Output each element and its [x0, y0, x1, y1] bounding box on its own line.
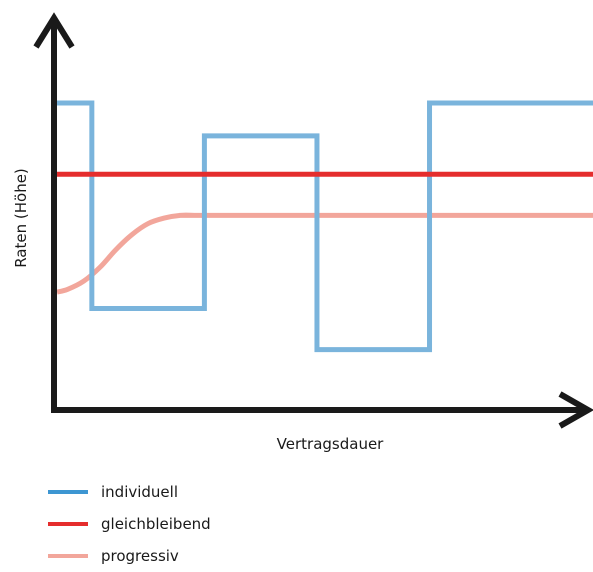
x-axis-label: Vertragsdauer [277, 435, 385, 453]
series-layer [56, 100, 593, 353]
x-axis-arrowhead [558, 391, 593, 429]
legend-label-gleichbleibend: gleichbleibend [101, 515, 211, 533]
y-axis-arrowhead [33, 12, 75, 49]
legend-swatch-individuell [48, 490, 88, 494]
legend-label-individuell: individuell [101, 483, 178, 501]
series-line-individuell [57, 100, 593, 353]
legend-item-individuell: individuell [48, 476, 211, 508]
legend-item-progressiv: progressiv [48, 540, 211, 572]
legend-swatch-progressiv [48, 554, 88, 558]
legend-item-gleichbleibend: gleichbleibend [48, 508, 211, 540]
legend: individuell gleichbleibend progressiv [48, 476, 211, 572]
legend-swatch-gleichbleibend [48, 522, 88, 526]
legend-label-progressiv: progressiv [101, 547, 179, 565]
series-line-progressiv [56, 212, 593, 295]
chart: Raten (Höhe) Vertragsdauer [12, 12, 593, 453]
y-axis-label: Raten (Höhe) [12, 168, 30, 268]
